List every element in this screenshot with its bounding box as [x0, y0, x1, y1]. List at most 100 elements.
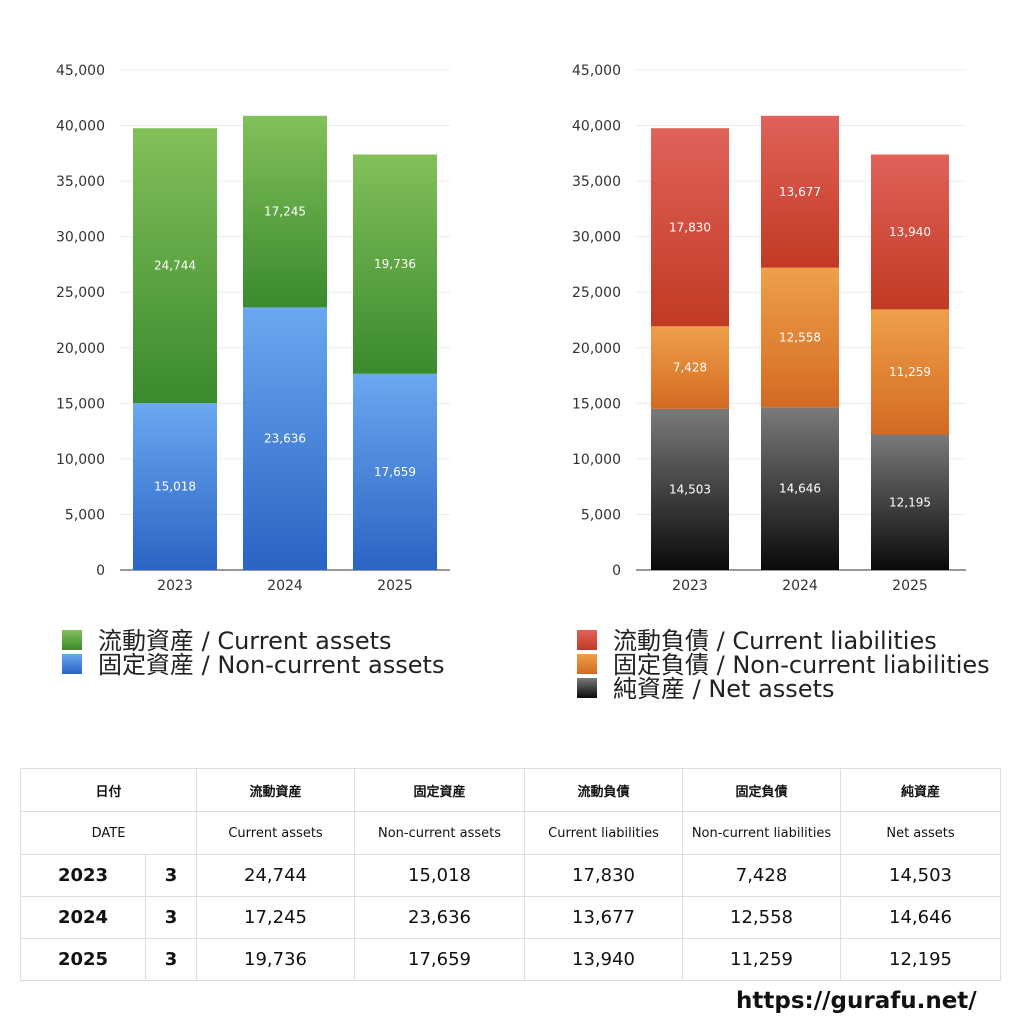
bar-segment: [243, 307, 327, 570]
y-tick-label: 10,000: [56, 452, 105, 468]
header-current-liabilities-ja: 流動負債: [524, 768, 684, 812]
bar-segment: [133, 403, 217, 570]
header-date-ja: 日付: [19, 768, 198, 812]
row-month: 3: [144, 938, 198, 981]
header-non-current-assets-en: Non-current assets: [354, 811, 526, 855]
header-current-assets-ja: 流動資産: [196, 768, 356, 812]
data-label: 24,744: [154, 259, 196, 273]
data-label: 17,659: [374, 465, 416, 479]
data-label: 23,636: [264, 432, 306, 446]
cell-non-current-assets: 23,636: [354, 896, 526, 939]
cell-non-current-assets: 17,659: [354, 938, 526, 981]
cell-non-current-liabilities: 11,259: [682, 938, 842, 981]
data-label: 11,259: [889, 365, 931, 379]
legend-label: 固定資産 / Non-current assets: [98, 651, 444, 679]
bar-segment: [651, 408, 729, 570]
table-row: 2025 3 19,736 17,659 13,940 11,259 12,19…: [20, 938, 1002, 981]
table-row: 2023 3 24,744 15,018 17,830 7,428 14,503: [20, 854, 1002, 897]
y-tick-label: 30,000: [572, 230, 621, 246]
row-month: 3: [144, 854, 198, 897]
row-month: 3: [144, 896, 198, 939]
data-label: 17,245: [264, 205, 306, 219]
y-tick-label: 5,000: [65, 507, 105, 523]
header-current-liabilities-en: Current liabilities: [524, 811, 684, 855]
header-non-current-liabilities-en: Non-current liabilities: [682, 811, 842, 855]
y-tick-label: 0: [96, 563, 105, 579]
data-label: 14,503: [669, 482, 711, 496]
y-tick-label: 15,000: [56, 396, 105, 412]
y-tick-label: 40,000: [572, 119, 621, 135]
data-label: 7,428: [673, 361, 707, 375]
data-label: 12,195: [889, 495, 931, 509]
row-year: 2024: [20, 896, 146, 939]
cell-net-assets: 14,646: [840, 896, 1002, 939]
bar-segment: [761, 115, 839, 268]
legend-swatch: [62, 630, 82, 650]
table-header-en: DATE Current assets Non-current assets C…: [19, 811, 1002, 855]
cell-non-current-liabilities: 12,558: [682, 896, 842, 939]
cell-current-liabilities: 17,830: [524, 854, 684, 897]
cell-net-assets: 12,195: [840, 938, 1002, 981]
bar-segment: [761, 407, 839, 570]
header-net-assets-en: Net assets: [840, 811, 1002, 855]
bar-segment: [871, 154, 949, 310]
data-label: 14,646: [779, 482, 821, 496]
data-label: 17,830: [669, 220, 711, 234]
legend-label: 固定負債 / Non-current liabilities: [613, 651, 990, 679]
row-year: 2023: [20, 854, 146, 897]
y-tick-label: 45,000: [56, 63, 105, 79]
cell-non-current-liabilities: 7,428: [682, 854, 842, 897]
data-label: 13,677: [779, 185, 821, 199]
x-tick-label: 2023: [157, 578, 193, 594]
y-tick-label: 35,000: [572, 174, 621, 190]
bar-segment: [871, 309, 949, 435]
site-url: https://gurafu.net/: [736, 988, 977, 1014]
x-tick-label: 2025: [377, 578, 413, 594]
y-tick-label: 5,000: [581, 507, 621, 523]
header-current-assets-en: Current assets: [196, 811, 356, 855]
header-non-current-assets-ja: 固定資産: [354, 768, 526, 812]
y-tick-label: 10,000: [572, 452, 621, 468]
bar-segment: [243, 115, 327, 308]
table-row: 2024 3 17,245 23,636 13,677 12,558 14,64…: [20, 896, 1002, 939]
bar-segment: [353, 373, 437, 570]
x-tick-label: 2024: [782, 578, 818, 594]
legend-label: 流動資産 / Current assets: [98, 627, 392, 655]
bar-segment: [651, 326, 729, 409]
bar-segment: [761, 267, 839, 408]
cell-current-assets: 19,736: [196, 938, 356, 981]
y-tick-label: 25,000: [572, 285, 621, 301]
data-label: 19,736: [374, 257, 416, 271]
data-label: 15,018: [154, 480, 196, 494]
y-tick-label: 20,000: [572, 341, 621, 357]
legend-swatch: [577, 630, 597, 650]
bar-segment: [353, 154, 437, 374]
charts-area: 0 5,000 10,000 15,000 20,000 25,000 30,000 35,0…: [56, 63, 990, 703]
y-tick-label: 15,000: [572, 396, 621, 412]
data-label: 12,558: [779, 331, 821, 345]
header-non-current-liabilities-ja: 固定負債: [682, 768, 842, 812]
bar-segment: [133, 128, 217, 404]
chart-2: 0 5,000 10,000 15,000 20,000 25,000 30,000 35,0…: [572, 63, 990, 703]
cell-non-current-assets: 15,018: [354, 854, 526, 897]
y-tick-label: 35,000: [56, 174, 105, 190]
cell-current-assets: 17,245: [196, 896, 356, 939]
x-tick-label: 2025: [892, 578, 928, 594]
table-header-ja: 日付 流動資産 固定資産 流動負債 固定負債 純資産: [19, 768, 1002, 812]
cell-current-assets: 24,744: [196, 854, 356, 897]
bar-segment: [651, 128, 729, 327]
y-tick-label: 45,000: [572, 63, 621, 79]
chart-1: 0 5,000 10,000 15,000 20,000 25,000 30,000 35,0…: [56, 63, 450, 679]
legend-swatch: [577, 654, 597, 674]
y-tick-label: 30,000: [56, 230, 105, 246]
cell-current-liabilities: 13,940: [524, 938, 684, 981]
legend-swatch: [62, 654, 82, 674]
bar-segment: [871, 434, 949, 570]
row-year: 2025: [20, 938, 146, 981]
data-table: 日付 流動資産 固定資産 流動負債 固定負債 純資産 DATE Current …: [19, 768, 1002, 981]
cell-net-assets: 14,503: [840, 854, 1002, 897]
cell-current-liabilities: 13,677: [524, 896, 684, 939]
header-date-en: DATE: [19, 811, 198, 855]
data-label: 13,940: [889, 225, 931, 239]
x-tick-label: 2024: [267, 578, 303, 594]
